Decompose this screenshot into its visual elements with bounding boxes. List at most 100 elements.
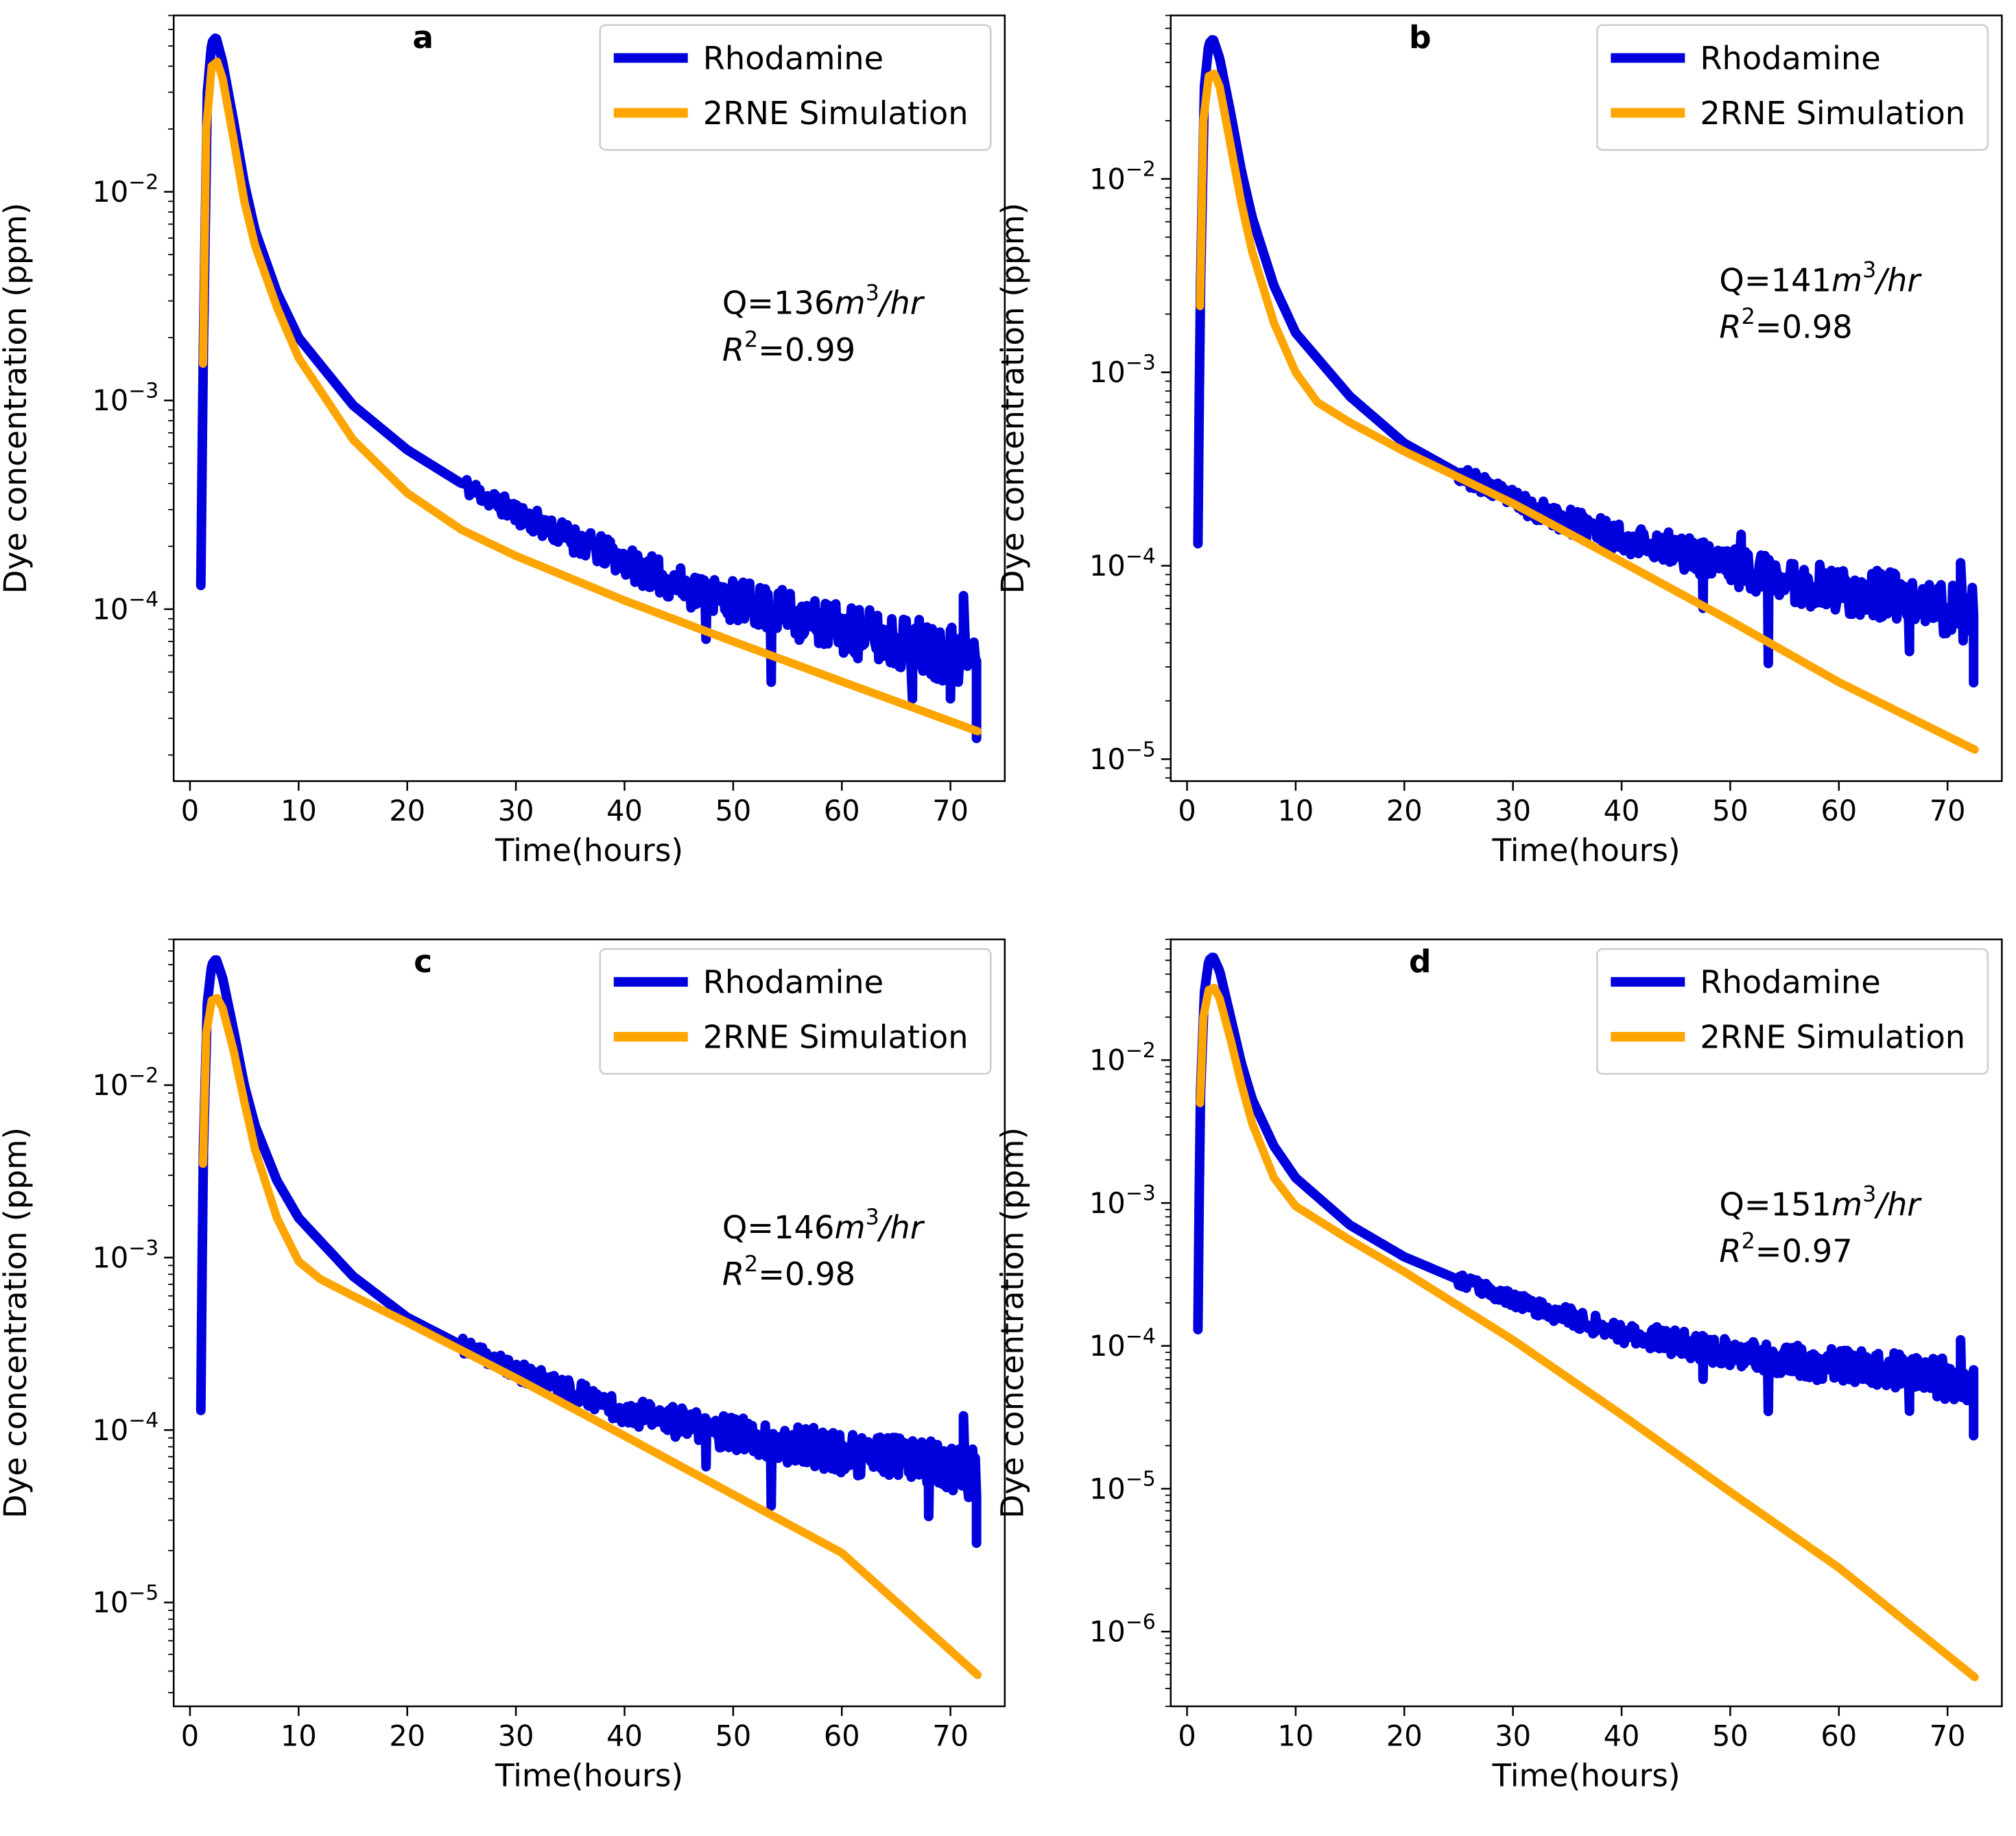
- panel-label: d: [1409, 943, 1432, 980]
- y-tick-base: 10: [1089, 356, 1126, 389]
- r2-exponent: 2: [1742, 1229, 1755, 1254]
- r2-symbol: R: [722, 1256, 744, 1293]
- series-line-simulation: [199, 993, 982, 1680]
- r-squared-annotation: R2=0.97: [1719, 1229, 1852, 1269]
- panel-b: 10 20 30 40 50 60 70010−210−310−410−5Time(hour…: [995, 14, 2003, 869]
- x-tick-label: 50: [715, 795, 751, 827]
- legend: Rhodamine 2RNE Simulation: [1596, 948, 1989, 1075]
- x-tick-label: 20: [389, 1720, 425, 1753]
- legend-label-observed: Rhodamine: [1700, 964, 1880, 1001]
- y-axis-label: Dye concentration (ppm): [995, 1127, 1031, 1518]
- y-tick-base: 10: [1089, 1330, 1126, 1363]
- y-tick-base: 10: [92, 1069, 128, 1102]
- x-tick-label: 0: [1178, 795, 1196, 827]
- y-tick-label: 10−2: [92, 1063, 158, 1102]
- r2-symbol: R: [1719, 1233, 1741, 1270]
- y-tick-label: 10−4: [1089, 544, 1156, 582]
- y-tick-exponent: −5: [1126, 738, 1156, 762]
- y-tick-base: 10: [1089, 1044, 1126, 1077]
- x-axis-label: Time(hours): [1492, 832, 1681, 869]
- y-tick-exponent: −2: [1126, 1039, 1156, 1063]
- flow-unit-exponent: 3: [866, 1205, 879, 1230]
- flow-suffix: /hr: [1873, 1186, 1922, 1223]
- r2-exponent: 2: [1742, 305, 1755, 329]
- y-tick-exponent: −5: [128, 1581, 158, 1605]
- x-tick-label: 60: [1821, 1720, 1857, 1753]
- flow-unit-exponent: 3: [1862, 1182, 1876, 1207]
- y-tick-exponent: −6: [1126, 1610, 1156, 1634]
- x-tick-label: 10: [1278, 795, 1314, 827]
- y-tick-exponent: −2: [128, 1063, 158, 1087]
- flow-prefix: Q=146: [722, 1209, 835, 1246]
- legend-label-simulated: 2RNE Simulation: [1700, 95, 1965, 132]
- x-axis-label: Time(hours): [495, 832, 683, 869]
- x-tick-label: 60: [824, 1720, 860, 1753]
- series-line-rhodamine: [195, 955, 982, 1549]
- legend-label-observed: Rhodamine: [703, 964, 884, 1001]
- y-axis-label: Dye concentration (ppm): [995, 202, 1031, 593]
- y-tick-base: 10: [1089, 1187, 1126, 1220]
- x-tick-label: 40: [606, 795, 643, 827]
- y-tick-base: 10: [92, 1414, 128, 1447]
- y-tick-exponent: −3: [1126, 1181, 1156, 1205]
- legend: Rhodamine 2RNE Simulation: [1596, 24, 1989, 151]
- y-axis-label: Dye concentration (ppm): [0, 1127, 34, 1518]
- axes-frame: [172, 14, 1006, 782]
- x-tick-label: 50: [1712, 795, 1748, 827]
- plot-area: [1193, 952, 1979, 1682]
- series-line-rhodamine: [1193, 35, 1979, 688]
- y-tick-exponent: −3: [128, 379, 158, 403]
- x-tick-label: 40: [1604, 795, 1640, 827]
- series-line-simulation: [1196, 69, 1979, 754]
- x-tick-label: 30: [1495, 795, 1531, 827]
- panel-label: a: [412, 19, 434, 56]
- flow-unit: m: [834, 1209, 865, 1246]
- flow-prefix: Q=136: [722, 285, 835, 322]
- y-tick-exponent: −3: [128, 1236, 158, 1260]
- plot-area: [195, 955, 982, 1680]
- flow-rate-annotation: Q=146m3/hr: [722, 1205, 925, 1246]
- legend-label-simulated: 2RNE Simulation: [703, 95, 969, 132]
- y-tick-label: 10−2: [1089, 1039, 1156, 1077]
- y-tick-exponent: −4: [128, 588, 158, 612]
- flow-unit: m: [1831, 1186, 1862, 1223]
- x-tick-label: 10: [1278, 1720, 1314, 1753]
- x-tick-label: 30: [498, 795, 534, 827]
- y-tick-base: 10: [1089, 550, 1126, 582]
- panel-a: 10 20 30 40 50 60 70010−210−310−4Time(hours)Dy…: [0, 14, 1006, 869]
- r2-value: =0.98: [1755, 308, 1853, 345]
- flow-prefix: Q=151: [1719, 1186, 1831, 1223]
- y-tick-exponent: −3: [1126, 351, 1156, 375]
- x-tick-label: 20: [1386, 1720, 1423, 1753]
- x-axis-label: Time(hours): [495, 1758, 683, 1794]
- legend-box: [599, 948, 992, 1075]
- r2-exponent: 2: [744, 1252, 758, 1277]
- y-tick-exponent: −4: [1126, 1324, 1156, 1348]
- y-tick-base: 10: [92, 1586, 128, 1619]
- y-tick-label: 10−5: [92, 1581, 158, 1620]
- y-tick-exponent: −2: [128, 170, 158, 194]
- x-tick-label: 10: [281, 1720, 317, 1753]
- y-tick-label: 10−6: [1089, 1610, 1156, 1649]
- panels: 10 20 30 40 50 60 70010−210−310−4Time(hours)Dy…: [0, 14, 2003, 1794]
- panel-d: 10 20 30 40 50 60 70010−210−310−410−510−6Time(…: [995, 938, 2003, 1794]
- x-tick-label: 50: [1712, 1720, 1748, 1753]
- x-tick-label: 40: [606, 1720, 643, 1753]
- r-squared-annotation: R2=0.98: [722, 1252, 855, 1293]
- y-tick-label: 10−4: [92, 588, 158, 626]
- r2-exponent: 2: [744, 327, 758, 352]
- x-tick-label: 60: [824, 795, 860, 827]
- x-tick-label: 30: [498, 1720, 534, 1753]
- r2-value: =0.97: [1755, 1233, 1853, 1270]
- y-tick-base: 10: [1089, 1616, 1126, 1649]
- r2-value: =0.99: [758, 331, 855, 368]
- y-axis-label: Dye concentration (ppm): [0, 202, 34, 593]
- y-tick-exponent: −4: [1126, 544, 1156, 568]
- x-tick-label: 0: [1178, 1720, 1196, 1753]
- flow-unit: m: [834, 285, 865, 322]
- y-tick-label: 10−3: [1089, 351, 1156, 390]
- r2-symbol: R: [722, 331, 744, 368]
- flow-suffix: /hr: [877, 285, 925, 322]
- r-squared-annotation: R2=0.98: [1719, 305, 1852, 345]
